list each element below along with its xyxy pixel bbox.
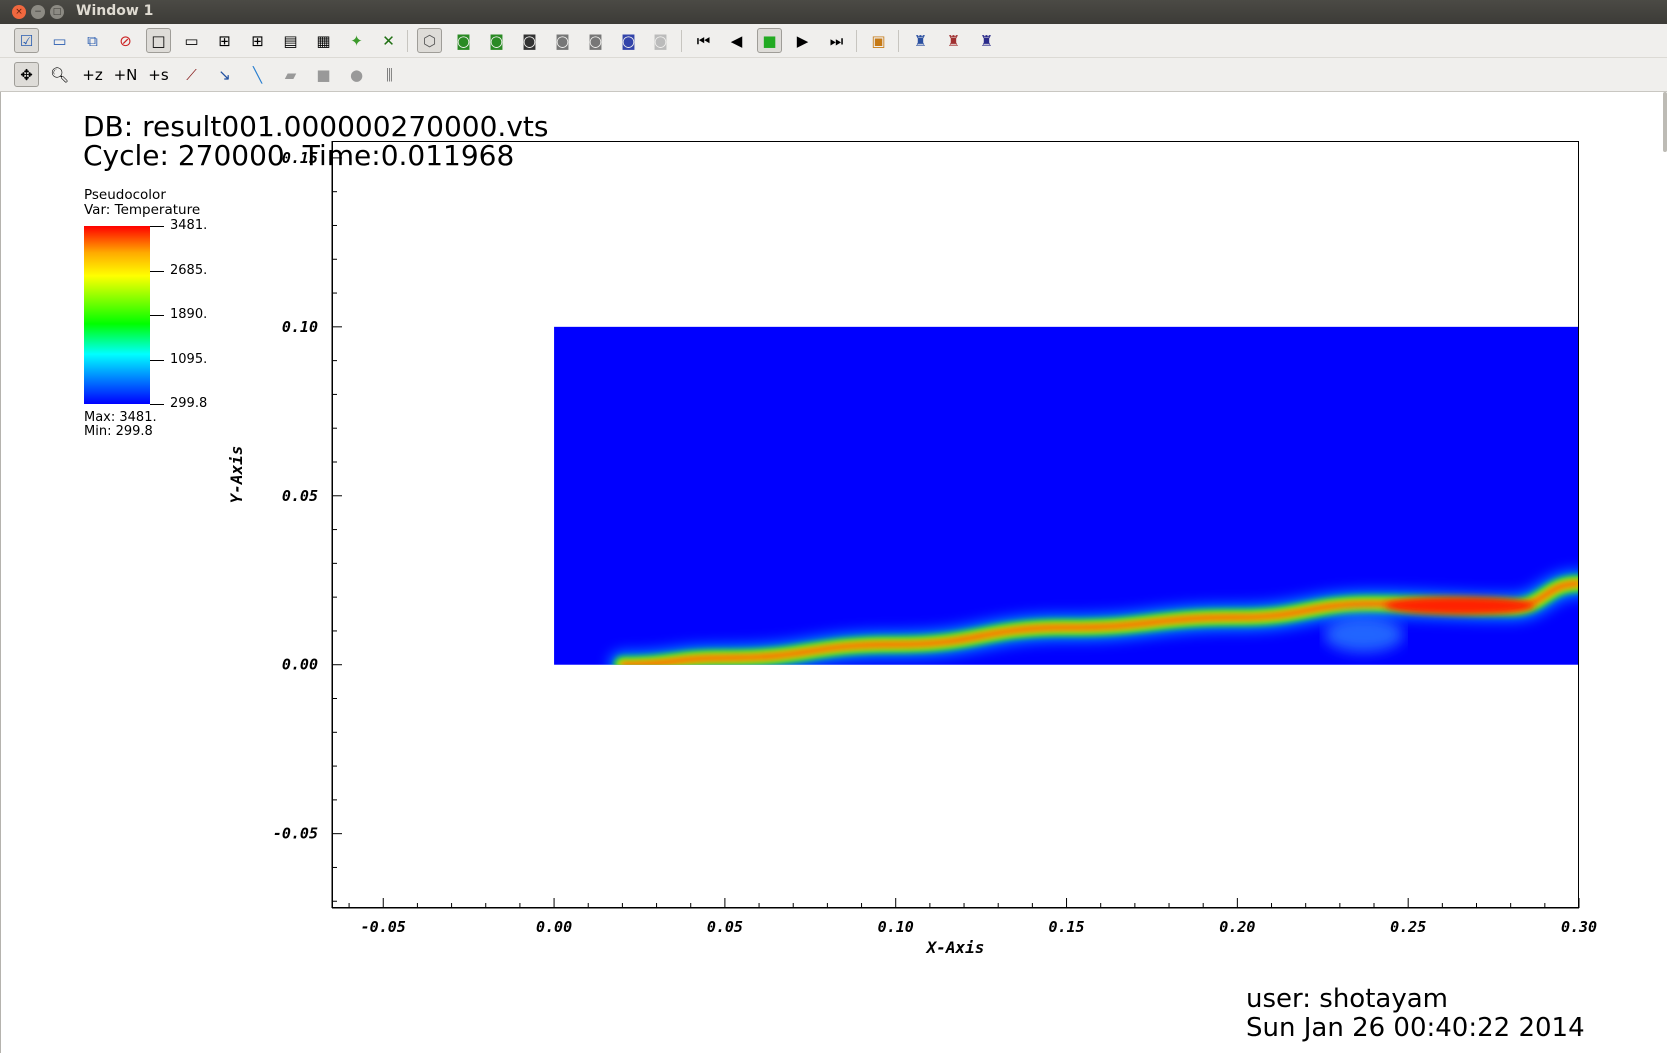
minimize-window-icon[interactable]: − bbox=[31, 5, 45, 19]
x-tick-label: 0.10 bbox=[878, 918, 914, 936]
x-tick-label: 0.20 bbox=[1219, 918, 1255, 936]
draw-plots-icon[interactable]: ✦ bbox=[350, 31, 363, 50]
cycle-time-label: Cycle: 270000 Time:0.011968 bbox=[83, 139, 514, 172]
camera-icon-3[interactable]: ◙ bbox=[522, 31, 537, 50]
y-tick-label: 0.05 bbox=[282, 487, 318, 505]
cycle-label: Cycle: 270000 bbox=[83, 139, 285, 172]
first-frame-icon[interactable]: ⏮ bbox=[696, 31, 711, 50]
y-tick-label: 0.15 bbox=[282, 149, 318, 167]
camera-icon-2[interactable]: ◙ bbox=[489, 31, 504, 50]
legend-tick-label: 1095. bbox=[170, 351, 208, 367]
x-axis-title: X-Axis bbox=[925, 938, 985, 957]
stop-icon[interactable]: ■ bbox=[757, 28, 782, 53]
legend-tick-label: 299.8 bbox=[170, 396, 208, 411]
zone-pick-icon[interactable]: +z bbox=[82, 65, 103, 84]
database-label: DB: result001.000000270000.vts bbox=[83, 110, 549, 143]
legend-tick bbox=[150, 404, 164, 405]
camera-icon-7[interactable]: ◙ bbox=[653, 31, 668, 50]
x-tick-label: 0.30 bbox=[1561, 918, 1597, 936]
flame-layer bbox=[609, 570, 1579, 665]
layout-3x3-icon[interactable]: ▦ bbox=[316, 31, 331, 50]
eddy-region bbox=[1323, 616, 1404, 653]
box-tool-icon[interactable]: ■ bbox=[316, 65, 331, 84]
legend-tick bbox=[150, 226, 164, 227]
date-label: Sun Jan 26 00:40:22 2014 bbox=[1246, 1013, 1585, 1043]
legend-tick bbox=[150, 270, 164, 272]
step-back-icon[interactable]: ◀ bbox=[730, 31, 743, 50]
x-tick-label: 0.15 bbox=[1048, 918, 1084, 936]
mode-toolbar: ✥ 🔍︎ +z +N +s ⟋ ↘ ╲ ▰ ■ ● ⫼ bbox=[0, 58, 1667, 92]
last-frame-icon[interactable]: ⏭ bbox=[829, 31, 844, 50]
legend-tick bbox=[150, 359, 164, 361]
layout-3x2-icon[interactable]: ▤ bbox=[283, 31, 298, 50]
navigate-mode-icon[interactable]: ✥ bbox=[14, 62, 39, 87]
y-tick-label: 0.00 bbox=[282, 656, 318, 674]
lineout-icon[interactable]: ↘ bbox=[218, 65, 231, 84]
legend-min: Min: 299.8 bbox=[84, 424, 153, 439]
x-tick-label: 0.00 bbox=[536, 918, 572, 936]
user-label: user: shotayam bbox=[1246, 984, 1448, 1014]
legend-color-bar bbox=[84, 226, 150, 404]
legend-tick-label: 1890. bbox=[170, 307, 208, 322]
maximize-window-icon[interactable]: □ bbox=[50, 5, 64, 19]
toolbar-separator bbox=[681, 30, 682, 52]
clear-plots-icon[interactable]: ✕ bbox=[382, 31, 395, 50]
lock-tools-icon[interactable]: ♜ bbox=[946, 31, 961, 50]
legend-max: Max: 3481. bbox=[84, 410, 157, 425]
plot-frame bbox=[332, 141, 1579, 908]
plane-tool-icon[interactable]: ▰ bbox=[284, 65, 297, 84]
sphere-tool-icon[interactable]: ● bbox=[349, 65, 364, 84]
close-window-icon[interactable]: × bbox=[12, 5, 26, 19]
legend-plot-type: Pseudocolor bbox=[84, 187, 166, 203]
camera-icon-5[interactable]: ◙ bbox=[588, 31, 603, 50]
window-titlebar: × − □ Window 1 bbox=[0, 0, 1667, 24]
zoom-mode-icon[interactable]: 🔍︎ bbox=[49, 65, 70, 84]
lock-all-icon[interactable]: ♜ bbox=[979, 31, 994, 50]
y-tick-label: -0.05 bbox=[273, 825, 318, 843]
main-toolbar: ☑ ▭ ⧉ ⊘ □ ▭ ⊞ ⊞ ▤ ▦ ✦ ✕ ⬡ ◙ ◙ ◙ ◙ ◙ ◙ ◙ ⏮ ◀ ■ ▶ ⏭ ▣ ♜ ♜ ♜ bbox=[0, 24, 1667, 58]
y-tick-label: 0.10 bbox=[282, 318, 318, 336]
window-title: Window 1 bbox=[76, 3, 154, 19]
spreadsheet-pick-icon[interactable]: +s bbox=[148, 65, 169, 84]
camera-icon-4[interactable]: ◙ bbox=[555, 31, 570, 50]
layout-2x3-icon[interactable]: ⊞ bbox=[251, 31, 264, 50]
curve-pick-icon[interactable]: ⟋ bbox=[186, 65, 197, 84]
x-tick-label: 0.05 bbox=[707, 918, 743, 936]
y-axis-title: Y-Axis bbox=[227, 446, 246, 504]
axis-restrict-icon[interactable]: ⫼ bbox=[386, 65, 393, 84]
scrollbar[interactable] bbox=[1663, 92, 1667, 152]
node-pick-icon[interactable]: +N bbox=[113, 65, 138, 84]
x-tick-label: -0.05 bbox=[361, 918, 406, 936]
legend-tick-label: 2685. bbox=[170, 262, 208, 278]
layout-2x2-icon[interactable]: ⊞ bbox=[218, 31, 231, 50]
toolbar-separator bbox=[856, 30, 857, 52]
layout-1x1-icon[interactable]: □ bbox=[146, 28, 171, 53]
lock-view-icon[interactable]: ▣ bbox=[871, 31, 886, 50]
legend-variable: Var: Temperature bbox=[84, 202, 201, 218]
legend-tick bbox=[150, 315, 164, 316]
layout-1x2-icon[interactable]: ▭ bbox=[184, 31, 199, 50]
x-tick-label: 0.25 bbox=[1390, 918, 1426, 936]
perspective-icon[interactable]: ⬡ bbox=[417, 28, 442, 53]
delete-window-icon[interactable]: ⊘ bbox=[119, 31, 132, 50]
clone-window-icon[interactable]: ⧉ bbox=[87, 31, 98, 50]
time-label: Time:0.011968 bbox=[302, 139, 515, 172]
play-icon[interactable]: ▶ bbox=[796, 31, 809, 50]
camera-icon-6[interactable]: ◙ bbox=[621, 31, 636, 50]
lock-time-icon[interactable]: ♜ bbox=[913, 31, 928, 50]
line-tool-icon[interactable]: ╲ bbox=[252, 65, 263, 84]
active-window-check-icon[interactable]: ☑ bbox=[14, 28, 39, 53]
toolbar-separator bbox=[898, 30, 899, 52]
toolbar-separator bbox=[407, 30, 408, 52]
new-window-icon[interactable]: ▭ bbox=[52, 31, 67, 50]
hot-zone bbox=[1384, 596, 1535, 615]
camera-icon-1[interactable]: ◙ bbox=[456, 31, 471, 50]
legend-tick-label: 3481. bbox=[170, 218, 208, 233]
